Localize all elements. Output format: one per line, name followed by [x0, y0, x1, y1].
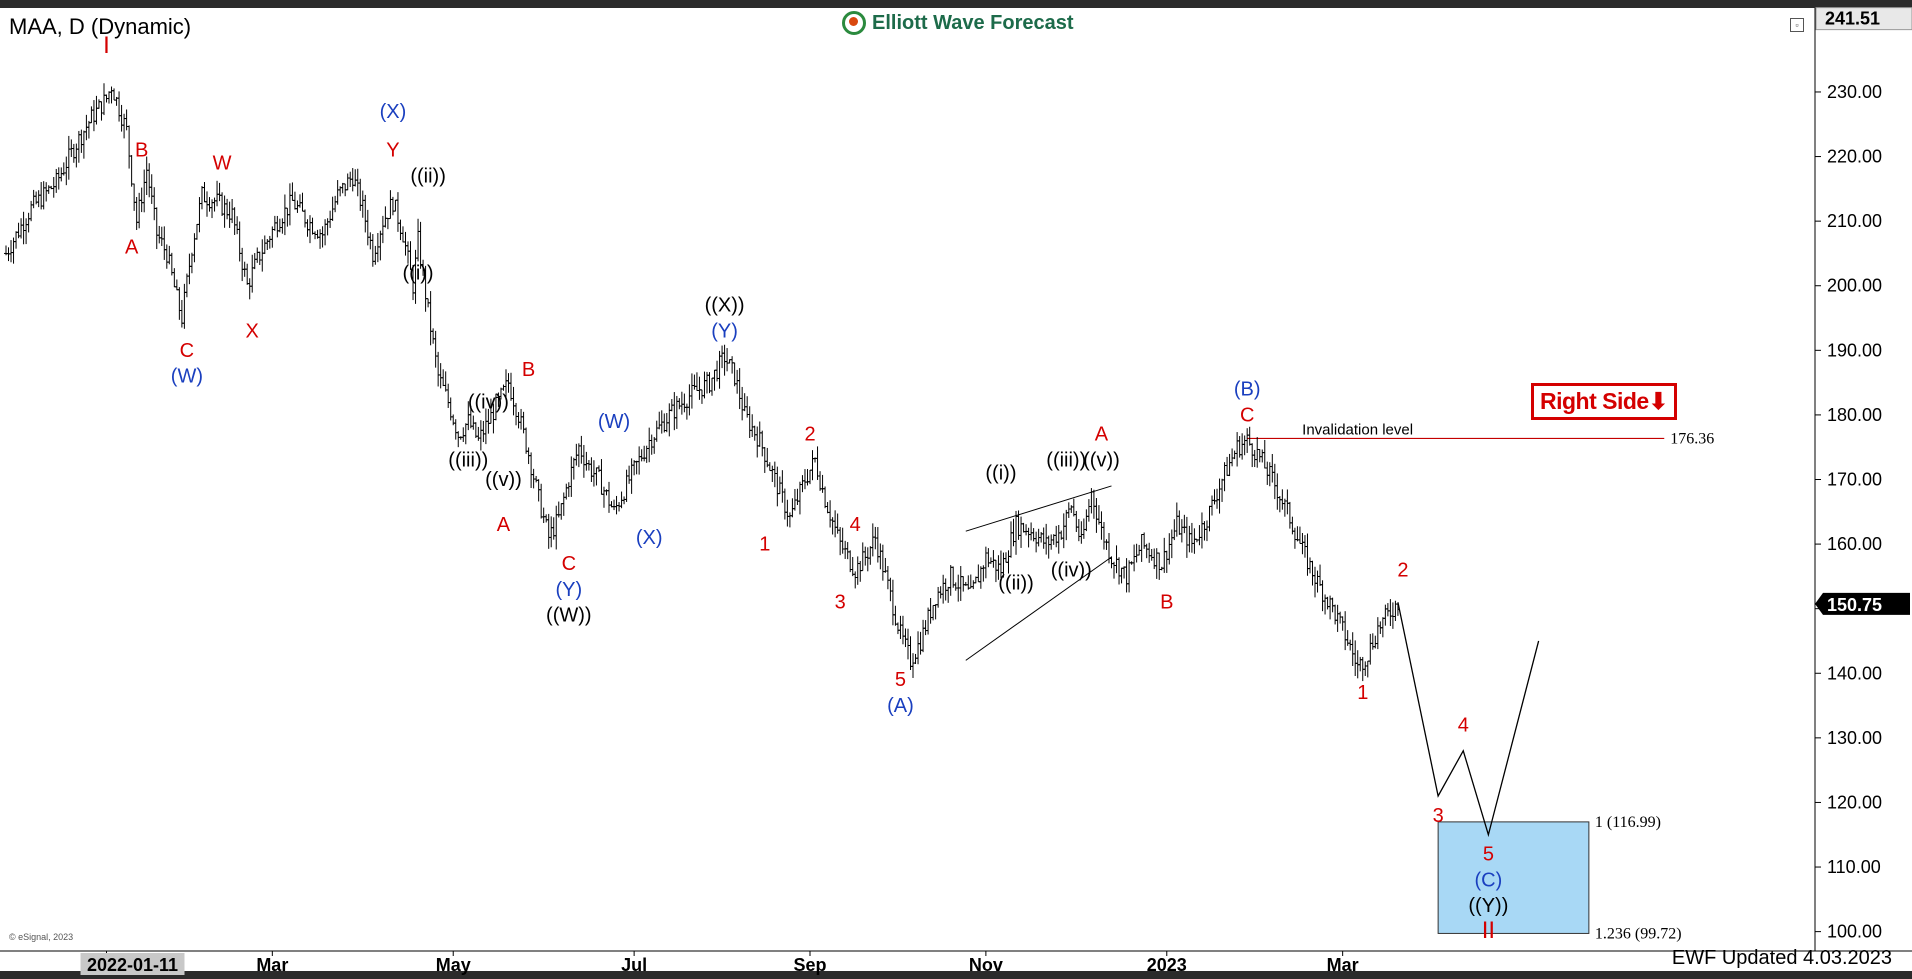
- wave-label: A: [125, 236, 139, 258]
- window-restore-icon[interactable]: ▫: [1790, 18, 1804, 32]
- top-border: [0, 0, 1912, 8]
- wave-label: (A): [887, 695, 914, 717]
- x-tick-label: Jul: [621, 955, 647, 975]
- wave-label: II: [1482, 917, 1495, 944]
- x-tick-label: Nov: [969, 955, 1003, 975]
- top-price-tag: [1815, 7, 1912, 31]
- y-tick-label: 190.00: [1827, 340, 1882, 360]
- wave-label: 5: [895, 669, 906, 691]
- wave-label: A: [1095, 424, 1109, 446]
- wave-label: ((iii)): [1046, 450, 1086, 472]
- wave-label: 3: [835, 592, 846, 614]
- wave-label: 1: [1357, 682, 1368, 704]
- brand-logo-icon: [842, 11, 866, 35]
- wave-label: (B): [1234, 379, 1261, 401]
- projection-path: [1397, 602, 1540, 838]
- y-tick-label: 210.00: [1827, 211, 1882, 231]
- channel-line: [965, 556, 1112, 661]
- wave-label: (W): [171, 366, 203, 388]
- wave-label: ((W)): [546, 605, 592, 627]
- wave-label: W: [213, 152, 232, 174]
- y-tick-label: 130.00: [1827, 728, 1882, 748]
- right-side-badge: Right Side⬇: [1531, 383, 1677, 420]
- wave-label: 4: [1458, 714, 1469, 736]
- x-tick-label: Mar: [256, 955, 288, 975]
- x-tick-highlight: [80, 953, 185, 975]
- x-tick-label: 2023: [1147, 955, 1187, 975]
- x-tick-label: Mar: [1327, 955, 1359, 975]
- wave-label: 1: [759, 534, 770, 556]
- top-price-label: 241.51: [1825, 9, 1880, 29]
- y-tick-label: 120.00: [1827, 792, 1882, 812]
- wave-label: B: [522, 359, 535, 381]
- wave-label: 2: [1397, 559, 1408, 581]
- wave-label: (Y): [555, 579, 582, 601]
- wave-label: ((ii)): [410, 165, 446, 187]
- wave-label: (Y): [711, 320, 738, 342]
- esignal-copyright: © eSignal, 2023: [9, 932, 74, 942]
- wave-label: ((iv)): [468, 391, 509, 413]
- wave-label: (W): [598, 411, 630, 433]
- brand-logo-text: Elliott Wave Forecast: [842, 11, 1074, 35]
- wave-label: ((iii)): [448, 450, 488, 472]
- updated-date: EWF Updated 4.03.2023: [1671, 947, 1892, 969]
- y-tick-label: 160.00: [1827, 534, 1882, 554]
- wave-label: Y: [386, 140, 399, 162]
- wave-label: (X): [636, 527, 663, 549]
- invalidation-value: 176.36: [1670, 430, 1714, 447]
- wave-label: (X): [380, 101, 407, 123]
- last-price-label: 150.75: [1827, 595, 1882, 615]
- wave-label: ((v)): [1083, 450, 1120, 472]
- symbol-title: MAA, D (Dynamic): [9, 14, 192, 39]
- wave-label: C: [562, 553, 576, 575]
- wave-label: A: [497, 514, 511, 536]
- wave-label: ((i)): [403, 262, 434, 284]
- wave-label: ((X)): [705, 295, 745, 317]
- wave-label: C: [1240, 404, 1254, 426]
- invalidation-label: Invalidation level: [1302, 421, 1413, 438]
- wave-label: B: [1160, 592, 1173, 614]
- wave-label: B: [135, 140, 148, 162]
- y-tick-label: 170.00: [1827, 470, 1882, 490]
- y-tick-label: 110.00: [1827, 857, 1881, 877]
- brand-name: Elliott Wave Forecast: [872, 11, 1074, 34]
- wave-label: ((i)): [985, 463, 1016, 485]
- x-tick-label: Sep: [793, 955, 826, 975]
- wave-label: 4: [850, 514, 861, 536]
- wave-label: ((iv)): [1051, 559, 1092, 581]
- target-top-label: 1 (116.99): [1595, 814, 1661, 831]
- y-tick-label: 230.00: [1827, 82, 1882, 102]
- wave-label: C: [180, 340, 194, 362]
- bottom-border: [0, 971, 1912, 979]
- y-tick-label: 140.00: [1827, 663, 1882, 683]
- wave-label: (C): [1474, 869, 1502, 891]
- y-tick-label: 220.00: [1827, 147, 1882, 167]
- wave-label: ((ii)): [998, 572, 1034, 594]
- y-tick-label: 180.00: [1827, 405, 1882, 425]
- last-price-tag: [1815, 592, 1910, 615]
- x-tick-label: May: [436, 955, 471, 975]
- target-bottom-label: 1.236 (99.72): [1595, 925, 1682, 942]
- x-tick-label: 2022-01-11: [87, 955, 178, 975]
- wave-label: I: [103, 32, 110, 59]
- wave-label: ((v)): [485, 469, 522, 491]
- wave-label: ((Y)): [1468, 895, 1508, 917]
- wave-label: 3: [1433, 805, 1444, 827]
- y-tick-label: 100.00: [1827, 922, 1882, 942]
- channel-line: [965, 485, 1112, 532]
- y-tick-label: 200.00: [1827, 276, 1882, 296]
- wave-label: X: [246, 320, 259, 342]
- target-zone-box: [1437, 821, 1590, 934]
- wave-label: 5: [1483, 844, 1494, 866]
- wave-label: 2: [804, 424, 815, 446]
